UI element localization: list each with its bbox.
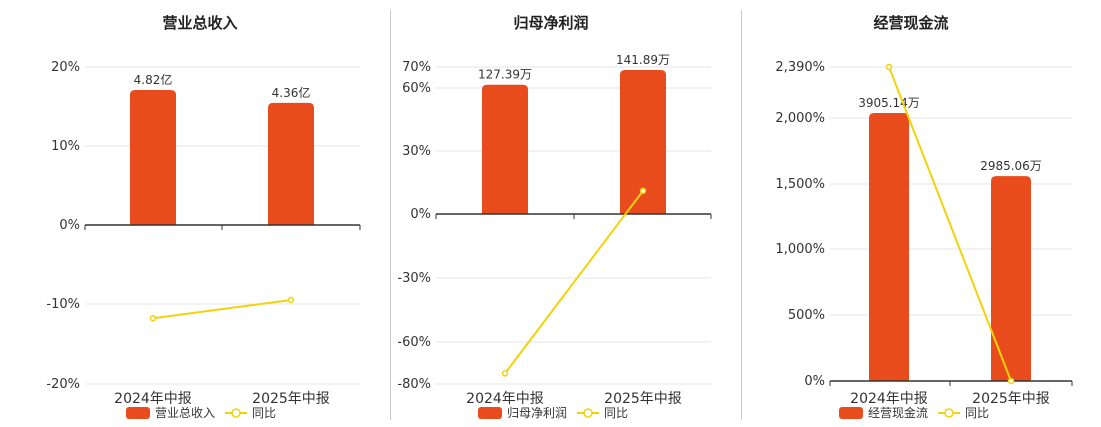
y-tick-label: 1,000% bbox=[775, 242, 825, 257]
x-tick-label: 2025年中报 bbox=[604, 391, 682, 407]
legend-label: 同比 bbox=[252, 406, 276, 420]
y-tick-label: 2,000% bbox=[775, 111, 825, 126]
bar-value-label: 4.82亿 bbox=[134, 72, 173, 87]
x-tick-label: 2024年中报 bbox=[850, 391, 928, 407]
line-point bbox=[885, 63, 893, 71]
y-tick-label: 1,500% bbox=[775, 177, 825, 192]
y-tick-label: 20% bbox=[51, 60, 80, 75]
legend-swatch-point bbox=[944, 408, 954, 418]
bar-value-label: 3905.14万 bbox=[858, 96, 920, 110]
bar bbox=[268, 102, 314, 225]
y-tick-label: -80% bbox=[397, 377, 431, 392]
bar-value-label: 4.36亿 bbox=[272, 85, 311, 100]
bar-value-label: 141.89万 bbox=[616, 53, 670, 67]
bar-value-label: 2985.06万 bbox=[980, 159, 1042, 173]
x-tick-label: 2024年中报 bbox=[466, 391, 544, 407]
y-tick-label: 70% bbox=[402, 60, 431, 75]
chart-title: 归母净利润 bbox=[513, 14, 588, 32]
bar bbox=[991, 176, 1031, 381]
panel-divider bbox=[741, 10, 742, 420]
panel-divider bbox=[390, 10, 391, 420]
bar bbox=[130, 90, 176, 225]
line-point bbox=[639, 187, 647, 195]
legend-swatch-point bbox=[583, 408, 593, 418]
y-tick-label: 0% bbox=[59, 218, 80, 233]
x-tick-label: 2025年中报 bbox=[972, 391, 1050, 407]
legend-label: 营业总收入 bbox=[155, 406, 215, 420]
chart-title: 经营现金流 bbox=[873, 14, 948, 32]
bar-value-label: 127.39万 bbox=[478, 68, 532, 82]
line-series bbox=[152, 299, 292, 320]
y-tick-label: 0% bbox=[804, 374, 825, 389]
y-tick-label: 60% bbox=[402, 81, 431, 96]
y-tick-label: -30% bbox=[397, 271, 431, 286]
y-tick-label: -10% bbox=[46, 297, 80, 312]
legend-label: 经营现金流 bbox=[868, 405, 928, 420]
chart-title: 营业总收入 bbox=[162, 14, 237, 32]
x-tick-label: 2025年中报 bbox=[252, 391, 330, 407]
y-tick-label: 0% bbox=[410, 207, 431, 222]
y-tick-label: 10% bbox=[51, 139, 80, 154]
y-tick-label: 30% bbox=[402, 144, 431, 159]
legend-label: 归母净利润 bbox=[507, 406, 567, 420]
y-tick-label: -20% bbox=[46, 377, 80, 392]
line-point bbox=[1007, 377, 1015, 385]
legend-swatch-point bbox=[231, 408, 241, 418]
line-series bbox=[504, 190, 644, 375]
y-tick-label: 500% bbox=[788, 308, 825, 323]
bar bbox=[869, 113, 909, 381]
bar bbox=[620, 70, 666, 214]
line-point bbox=[501, 370, 509, 377]
line-point bbox=[149, 314, 157, 322]
y-tick-label: 2,390% bbox=[775, 60, 825, 75]
line-point bbox=[287, 296, 295, 304]
legend-label: 同比 bbox=[965, 406, 989, 420]
y-tick-label: -60% bbox=[397, 335, 431, 350]
legend-swatch-bar bbox=[839, 407, 863, 419]
legend-swatch-bar bbox=[126, 407, 150, 419]
line-series bbox=[888, 66, 1012, 382]
bar bbox=[482, 84, 528, 214]
legend-swatch-bar bbox=[478, 407, 502, 419]
x-tick-label: 2024年中报 bbox=[114, 391, 192, 407]
legend-label: 同比 bbox=[604, 406, 628, 420]
